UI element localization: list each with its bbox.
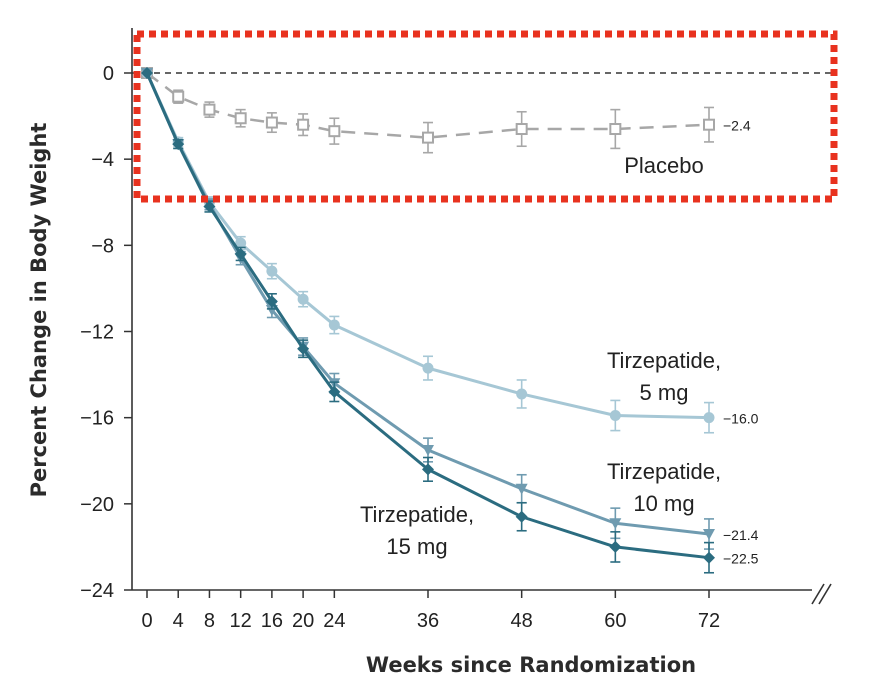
data-point [297,293,309,305]
y-tick-label: −4 [91,149,114,171]
y-tick-label: −24 [80,580,114,602]
data-point [265,295,278,308]
axes: 0−4−8−12−16−20−240 4 8 12 16 20 24 36 48 60 72 [80,28,836,632]
data-point [422,362,434,374]
data-point [609,410,621,422]
data-point [515,123,528,136]
data-point [516,388,528,400]
axis-break-mark [818,583,832,605]
end-value-label-placebo: −2.4 [723,118,751,134]
data-point [141,67,153,79]
y-axis-title: Percent Change in Body Weight [27,123,51,498]
x-tick-label: 0 [141,610,152,632]
data-point [297,342,310,355]
y-tick-label: 0 [103,63,114,85]
end-value-label-t15: −22.5 [723,551,759,567]
data-point [609,123,622,136]
x-tick-label: 60 [604,610,626,632]
axis-break-mark [811,583,825,605]
end-value-label-t10: −21.4 [723,527,759,543]
series-label-placebo: Placebo [624,153,704,178]
x-tick-label: 16 [261,610,283,632]
x-tick-label: 8 [204,610,215,632]
data-point [235,237,247,249]
data-point [265,116,278,129]
end-value-label-t5: −16.0 [723,411,759,427]
y-tick-label: −16 [80,408,114,430]
x-axis-title: Weeks since Randomization [366,653,696,677]
data-point [172,90,185,103]
series-label-t10: Tirzepatide, [607,459,721,484]
data-point [703,551,715,564]
series-t15 [141,67,715,574]
series-label-t5: 5 mg [640,380,689,405]
data-point [328,125,341,138]
data-point [703,412,715,424]
data-point [703,118,715,131]
data-point [172,138,185,151]
x-tick-label: 4 [173,610,184,632]
data-point [609,540,622,553]
series-label-t10: 10 mg [633,491,694,516]
y-tick-label: −20 [80,494,114,516]
x-tick-label: 48 [511,610,533,632]
data-point [266,265,278,277]
data-point [203,103,216,116]
data-point [234,112,247,125]
y-tick-label: −8 [91,235,114,257]
series-label-t5: Tirzepatide, [607,348,721,373]
data-point [422,131,434,144]
series-layer [141,67,715,574]
data-point [703,528,715,540]
series-placebo [141,67,715,154]
x-tick-label: 24 [323,610,345,632]
data-point [297,118,310,131]
data-point [234,247,247,260]
data-point [328,385,341,398]
series-label-t15: Tirzepatide, [360,502,474,527]
data-point [515,510,528,523]
data-point [328,319,340,331]
data-point [609,518,622,530]
x-tick-label: 20 [292,610,314,632]
data-point [422,444,434,456]
x-tick-label: 72 [698,610,720,632]
x-tick-label: 12 [230,610,252,632]
y-tick-label: −12 [80,322,114,344]
data-point [203,200,216,213]
labels-layer: −2.4 −16.0 −21.4 −22.5 Placebo Tirzepatide, 5 … [133,30,838,567]
x-tick-label: 36 [417,610,439,632]
placebo-highlight-box [133,30,838,203]
data-point [515,483,528,495]
data-point [422,463,434,476]
series-label-t15: 15 mg [386,534,447,559]
